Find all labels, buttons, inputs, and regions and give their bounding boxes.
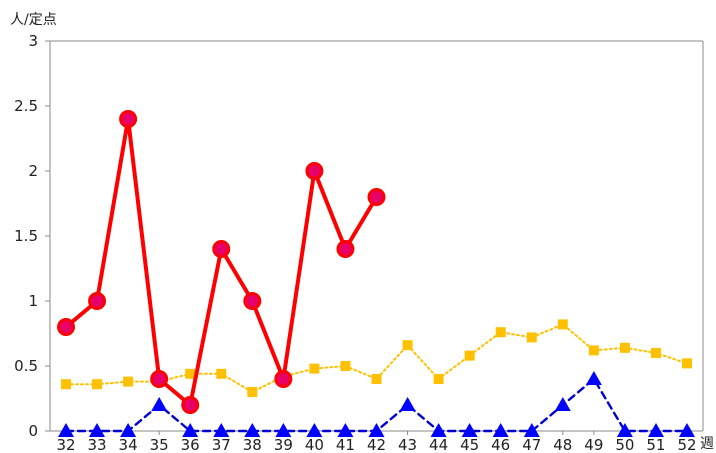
data-point	[399, 397, 416, 411]
data-point	[340, 361, 351, 371]
data-point	[402, 340, 413, 351]
x-tick-label: 47	[522, 436, 541, 453]
x-tick-label: 45	[460, 436, 479, 453]
data-point	[495, 327, 506, 338]
data-point	[650, 348, 661, 358]
data-point	[212, 240, 231, 258]
x-tick-label: 39	[274, 436, 293, 453]
x-tick-label: 52	[677, 436, 696, 453]
data-point	[244, 423, 261, 437]
data-point	[461, 423, 478, 437]
data-point	[306, 423, 323, 437]
y-axis-ticks: 0 0.5 1 1.5 2 2.5 3	[14, 32, 50, 440]
data-point	[309, 363, 320, 374]
data-point	[585, 371, 602, 385]
data-point	[679, 423, 695, 437]
data-point	[430, 423, 447, 437]
data-point	[305, 162, 324, 180]
x-tick-label: 34	[119, 436, 138, 453]
data-point	[588, 345, 599, 356]
data-point	[57, 318, 75, 336]
data-point	[61, 379, 71, 390]
x-tick-label: 32	[56, 436, 75, 453]
series-1	[57, 110, 386, 414]
data-point	[185, 368, 196, 379]
data-point	[526, 332, 537, 343]
data-point	[367, 188, 386, 206]
data-point	[123, 376, 134, 387]
y-axis-label: 人/定点	[10, 12, 57, 28]
x-tick-label: 36	[181, 436, 200, 453]
data-point	[492, 423, 509, 437]
data-point	[616, 423, 633, 437]
y-tick-label: 1	[28, 292, 38, 310]
data-point	[88, 292, 107, 310]
y-tick-label: 0	[28, 422, 38, 440]
x-tick-label: 44	[429, 436, 448, 453]
data-point	[182, 423, 199, 437]
x-tick-label: 46	[491, 436, 510, 453]
data-point	[247, 387, 258, 397]
data-point	[337, 423, 354, 437]
x-tick-label: 49	[584, 436, 603, 453]
x-tick-label: 33	[88, 436, 107, 453]
y-tick-label: 2.5	[14, 97, 38, 115]
data-point	[464, 350, 475, 361]
axes	[49, 40, 704, 432]
x-tick-label: 37	[212, 436, 231, 453]
series-2-line	[65, 323, 688, 393]
data-point	[119, 110, 138, 128]
data-point	[523, 423, 540, 437]
data-point	[243, 292, 262, 310]
data-point	[150, 370, 169, 388]
data-point	[648, 423, 664, 437]
data-point	[682, 358, 692, 369]
data-point	[89, 423, 105, 437]
y-tick-label: 0.5	[14, 357, 38, 375]
data-point	[58, 423, 74, 437]
y-tick-label: 1.5	[14, 227, 38, 245]
x-axis-ticks: 32 33 34 35 36 37 38 39 40 41 42 43 44 45 46 47 48 49 50 51…	[56, 431, 697, 453]
x-tick-label: 50	[615, 436, 634, 453]
series-2	[61, 319, 692, 397]
data-point	[213, 423, 230, 437]
x-tick-label: 41	[336, 436, 355, 453]
data-point	[371, 374, 382, 384]
x-axis-label: 週	[700, 436, 714, 452]
x-tick-label: 51	[646, 436, 665, 453]
data-point	[433, 374, 444, 384]
series	[57, 110, 695, 437]
y-tick-label: 2	[28, 162, 38, 180]
data-point	[274, 370, 293, 388]
x-tick-label: 42	[367, 436, 386, 453]
data-point	[216, 368, 227, 379]
data-point	[181, 396, 200, 414]
data-point	[275, 423, 292, 437]
y-tick-label: 3	[28, 32, 38, 50]
data-point	[557, 319, 568, 330]
data-point	[151, 397, 168, 411]
x-tick-label: 43	[398, 436, 417, 453]
data-point	[336, 240, 355, 258]
data-point	[619, 342, 630, 353]
x-tick-label: 35	[150, 436, 169, 453]
data-point	[368, 423, 385, 437]
series-1-line	[64, 117, 379, 407]
x-tick-label: 38	[243, 436, 262, 453]
data-point	[120, 423, 137, 437]
x-tick-label: 40	[305, 436, 324, 453]
x-tick-label: 48	[553, 436, 572, 453]
data-point	[92, 379, 103, 390]
data-point	[554, 397, 571, 411]
series-3	[58, 371, 695, 437]
